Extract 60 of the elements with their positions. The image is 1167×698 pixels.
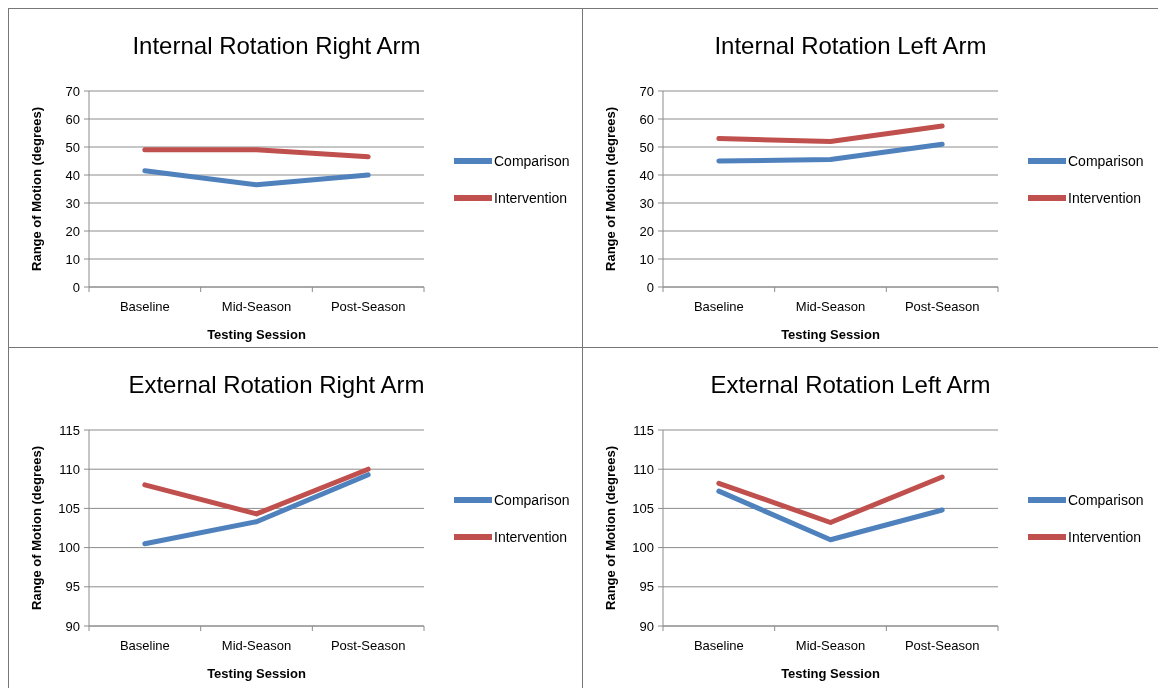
y-tick-label: 115 bbox=[59, 422, 80, 438]
y-tick-label: 90 bbox=[639, 618, 654, 634]
legend-label: Intervention bbox=[494, 528, 568, 545]
y-tick-label: 0 bbox=[72, 279, 80, 295]
x-axis-title: Testing Session bbox=[207, 327, 306, 342]
y-tick-label: 110 bbox=[59, 461, 80, 477]
y-tick-label: 40 bbox=[65, 167, 80, 183]
y-tick-label: 30 bbox=[639, 195, 654, 211]
x-tick-label: Baseline bbox=[119, 299, 170, 314]
y-tick-label: 60 bbox=[639, 111, 654, 127]
y-tick-label: 90 bbox=[65, 618, 80, 634]
legend-label: Intervention bbox=[1068, 528, 1142, 545]
y-tick-label: 10 bbox=[65, 251, 80, 267]
chart-title: Internal Rotation Left Arm bbox=[714, 32, 987, 59]
y-tick-label: 105 bbox=[58, 500, 80, 516]
y-tick-label: 60 bbox=[65, 111, 80, 127]
y-axis-title: Range of Motion (degrees) bbox=[603, 446, 618, 610]
x-axis-title: Testing Session bbox=[207, 666, 306, 681]
chart-title: Internal Rotation Right Arm bbox=[132, 32, 421, 59]
x-axis-title: Testing Session bbox=[781, 327, 880, 342]
legend-label: Intervention bbox=[494, 189, 568, 206]
y-tick-label: 110 bbox=[633, 461, 654, 477]
y-tick-label: 50 bbox=[65, 139, 80, 155]
legend-label: Comparison bbox=[1068, 491, 1144, 508]
legend-label: Comparison bbox=[494, 152, 570, 169]
y-tick-label: 10 bbox=[639, 251, 654, 267]
y-tick-label: 70 bbox=[639, 83, 654, 99]
y-tick-label: 95 bbox=[639, 579, 654, 595]
y-tick-label: 115 bbox=[633, 422, 654, 438]
x-tick-label: Post-Season bbox=[904, 299, 980, 314]
y-tick-label: 20 bbox=[639, 223, 654, 239]
y-tick-label: 70 bbox=[65, 83, 80, 99]
x-tick-label: Baseline bbox=[119, 638, 170, 653]
x-tick-label: Mid-Season bbox=[221, 638, 292, 653]
y-tick-label: 0 bbox=[646, 279, 654, 295]
x-tick-label: Post-Season bbox=[330, 638, 406, 653]
y-tick-label: 100 bbox=[58, 540, 80, 556]
y-axis-title: Range of Motion (degrees) bbox=[603, 107, 618, 271]
x-tick-label: Mid-Season bbox=[221, 299, 292, 314]
x-axis-title: Testing Session bbox=[781, 666, 880, 681]
y-tick-label: 95 bbox=[65, 579, 80, 595]
y-tick-label: 20 bbox=[65, 223, 80, 239]
legend-label: Intervention bbox=[1068, 189, 1142, 206]
y-axis-title: Range of Motion (degrees) bbox=[29, 107, 44, 271]
x-tick-label: Post-Season bbox=[904, 638, 980, 653]
y-tick-label: 40 bbox=[639, 167, 654, 183]
y-tick-label: 100 bbox=[632, 540, 654, 556]
chart-title: External Rotation Right Arm bbox=[128, 371, 425, 398]
chart-title: External Rotation Left Arm bbox=[710, 371, 991, 398]
x-tick-label: Mid-Season bbox=[795, 638, 866, 653]
y-tick-label: 30 bbox=[65, 195, 80, 211]
x-tick-label: Baseline bbox=[693, 638, 744, 653]
legend-label: Comparison bbox=[1068, 152, 1144, 169]
y-axis-title: Range of Motion (degrees) bbox=[29, 446, 44, 610]
y-tick-label: 50 bbox=[639, 139, 654, 155]
legend-label: Comparison bbox=[494, 491, 570, 508]
x-tick-label: Baseline bbox=[693, 299, 744, 314]
x-tick-label: Mid-Season bbox=[795, 299, 866, 314]
y-tick-label: 105 bbox=[632, 500, 654, 516]
x-tick-label: Post-Season bbox=[330, 299, 406, 314]
